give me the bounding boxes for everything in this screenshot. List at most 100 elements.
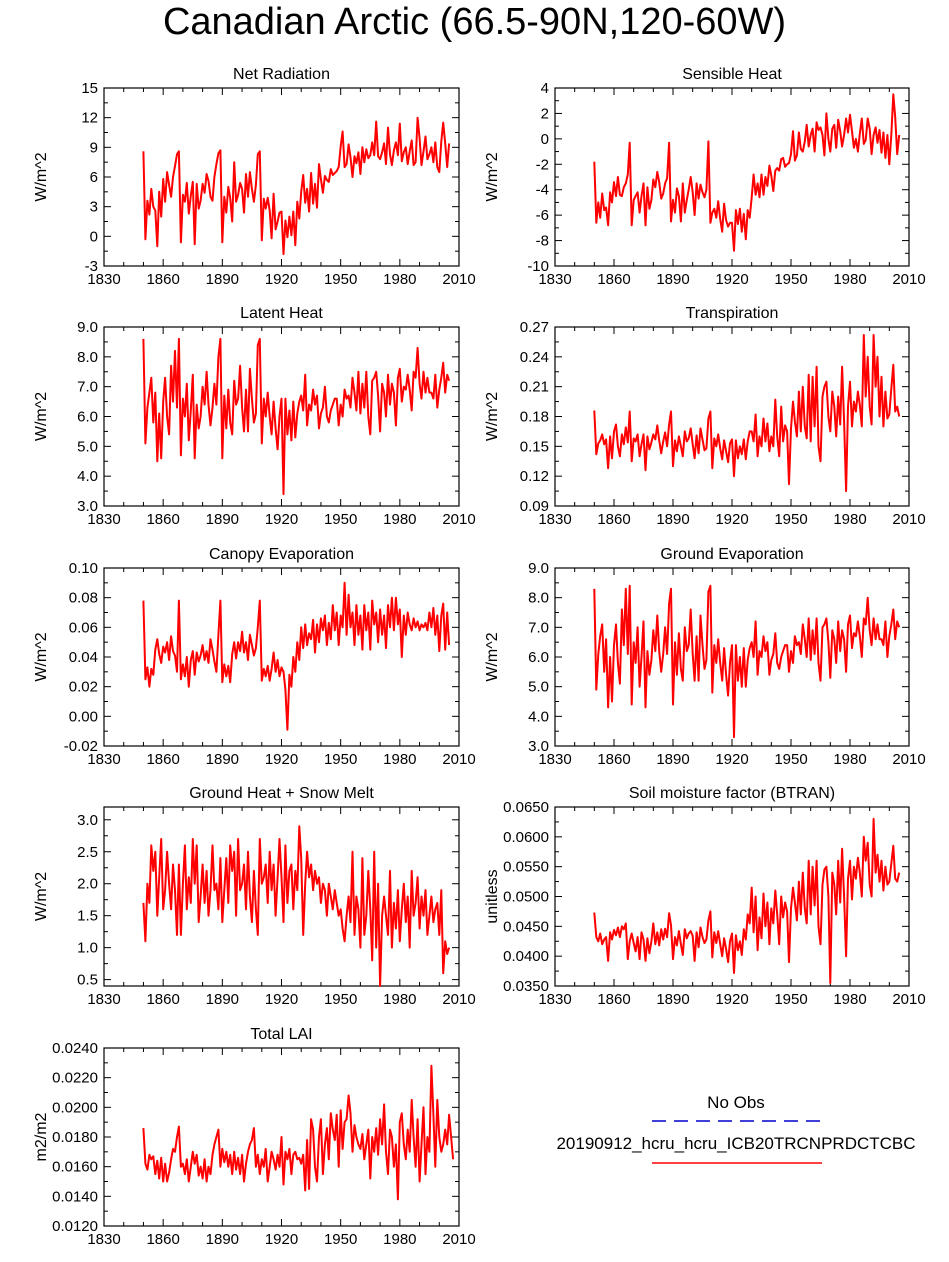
x-tick-label: 1860 bbox=[597, 511, 630, 528]
y-tick-label: 3 bbox=[90, 199, 98, 216]
x-tick-label: 1980 bbox=[383, 751, 416, 768]
x-tick-label: 1980 bbox=[833, 511, 866, 528]
x-tick-label: 1980 bbox=[833, 271, 866, 288]
y-tick-label: 0.0220 bbox=[52, 1070, 98, 1087]
y-tick-label: 0.08 bbox=[69, 590, 98, 607]
y-tick-label: 2.0 bbox=[77, 876, 98, 893]
panel-net-radiation: 1830 1860 1890 1920 1950 1980 2010 -3 0 3 6 9 12 15 Ne… bbox=[33, 66, 476, 288]
series-line bbox=[142, 337, 451, 496]
y-axis-label: W/m^2 bbox=[484, 152, 501, 201]
x-tick-label: 1830 bbox=[87, 1231, 120, 1248]
x-tick-label: 1920 bbox=[715, 271, 748, 288]
legend-obs-label: No Obs bbox=[707, 1093, 765, 1112]
panel-title: Transpiration bbox=[686, 305, 779, 322]
y-tick-label: 0.02 bbox=[69, 679, 98, 696]
x-tick-label: 1830 bbox=[538, 751, 571, 768]
x-tick-label: 1950 bbox=[774, 271, 807, 288]
panel-title: Total LAI bbox=[250, 1026, 312, 1043]
panel-canopy-evaporation: 1830 1860 1890 1920 1950 1980 2010 -0.02 0.00 0.0… bbox=[33, 546, 476, 768]
y-tick-label: 0.0160 bbox=[52, 1159, 98, 1176]
x-tick-label: 1830 bbox=[538, 991, 571, 1008]
y-tick-label: 3.0 bbox=[77, 498, 98, 515]
panel-title: Ground Heat + Snow Melt bbox=[189, 785, 374, 802]
x-tick-label: 1950 bbox=[324, 511, 357, 528]
y-tick-label: 0 bbox=[90, 228, 98, 245]
y-tick-label: -0.02 bbox=[64, 738, 98, 755]
x-tick-label: 1950 bbox=[324, 991, 357, 1008]
y-tick-label: 1.5 bbox=[77, 908, 98, 925]
x-tick-label: 1830 bbox=[87, 751, 120, 768]
y-tick-label: 1.0 bbox=[77, 940, 98, 957]
plot-frame bbox=[554, 87, 910, 267]
x-tick-label: 2010 bbox=[892, 991, 925, 1008]
y-tick-label: 6.0 bbox=[528, 649, 549, 666]
y-tick-label: 9 bbox=[90, 139, 98, 156]
x-tick-label: 1920 bbox=[715, 991, 748, 1008]
y-tick-label: 0.0350 bbox=[503, 978, 549, 995]
y-tick-label: 3.0 bbox=[528, 738, 549, 755]
y-axis-label: W/m^2 bbox=[33, 872, 50, 921]
y-tick-label: -3 bbox=[85, 258, 98, 275]
x-tick-label: 1950 bbox=[774, 991, 807, 1008]
y-tick-label: 12 bbox=[81, 110, 98, 127]
y-tick-label: 0.18 bbox=[520, 409, 549, 426]
y-tick-label: 8.0 bbox=[528, 590, 549, 607]
x-tick-label: 1890 bbox=[656, 991, 689, 1008]
panel-title: Net Radiation bbox=[233, 66, 330, 83]
y-tick-label: 4.0 bbox=[528, 708, 549, 725]
y-tick-label: -10 bbox=[527, 258, 549, 275]
plot-frame bbox=[103, 567, 460, 747]
y-tick-label: 3.0 bbox=[77, 812, 98, 829]
y-tick-label: 0.21 bbox=[520, 379, 549, 396]
panel-transpiration: 1830 1860 1890 1920 1950 1980 2010 0.09 0.12 0.15… bbox=[484, 305, 926, 528]
y-axis-label: W/m^2 bbox=[33, 632, 50, 681]
x-tick-label: 1830 bbox=[538, 511, 571, 528]
x-tick-label: 1980 bbox=[383, 1231, 416, 1248]
panel-ground-evaporation: 1830 1860 1890 1920 1950 1980 2010 3.0 4.0 5.0 6.0… bbox=[484, 546, 926, 768]
x-tick-label: 1920 bbox=[265, 271, 298, 288]
series-line bbox=[593, 817, 901, 984]
x-tick-label: 1890 bbox=[206, 991, 239, 1008]
x-tick-label: 1860 bbox=[146, 1231, 179, 1248]
y-tick-label: 5.0 bbox=[528, 679, 549, 696]
y-tick-label: 0.0650 bbox=[503, 799, 549, 816]
x-tick-label: 1920 bbox=[715, 511, 748, 528]
x-tick-label: 1830 bbox=[87, 991, 120, 1008]
y-tick-label: 7.0 bbox=[528, 619, 549, 636]
y-tick-label: 0.5 bbox=[77, 972, 98, 989]
series-line bbox=[142, 825, 451, 987]
x-tick-label: 1890 bbox=[656, 511, 689, 528]
y-tick-label: 5.0 bbox=[77, 438, 98, 455]
x-tick-label: 1860 bbox=[146, 991, 179, 1008]
x-tick-label: 1860 bbox=[146, 751, 179, 768]
y-axis-label: unitless bbox=[484, 869, 501, 923]
panel-sensible-heat: 1830 1860 1890 1920 1950 1980 2010 -10 -8 -6 -4 -2 0… bbox=[484, 66, 926, 288]
series-line bbox=[142, 1064, 455, 1201]
x-tick-label: 1860 bbox=[597, 991, 630, 1008]
series-line bbox=[593, 584, 901, 739]
x-tick-label: 1980 bbox=[383, 991, 416, 1008]
x-tick-label: 1920 bbox=[265, 991, 298, 1008]
y-tick-label: 0.0240 bbox=[52, 1040, 98, 1057]
legend-model-label: 20190912_hcru_hcru_ICB20TRCNPRDCTCBC bbox=[556, 1134, 915, 1153]
y-tick-label: 6.0 bbox=[77, 409, 98, 426]
x-tick-label: 2010 bbox=[442, 271, 475, 288]
y-tick-label: 0.27 bbox=[520, 319, 549, 336]
y-tick-label: 0.0120 bbox=[52, 1218, 98, 1235]
panel-total-lai: 1830 1860 1890 1920 1950 1980 2010 0.0120 0.0140… bbox=[33, 1026, 476, 1248]
series-line bbox=[593, 93, 901, 252]
x-tick-label: 1920 bbox=[265, 751, 298, 768]
x-tick-label: 2010 bbox=[442, 751, 475, 768]
x-tick-label: 1830 bbox=[87, 271, 120, 288]
x-tick-label: 1890 bbox=[206, 511, 239, 528]
y-tick-label: 0.04 bbox=[69, 649, 98, 666]
series-line bbox=[142, 116, 451, 256]
series-line bbox=[142, 581, 451, 731]
x-tick-label: 2010 bbox=[442, 1231, 475, 1248]
x-tick-label: 1860 bbox=[597, 751, 630, 768]
y-tick-label: -2 bbox=[536, 156, 549, 173]
panel-ground-heat-snow-melt: 1830 1860 1890 1920 1950 1980 2010 0.5 1.0 1.5 2.0… bbox=[33, 785, 476, 1008]
x-tick-label: 1950 bbox=[324, 751, 357, 768]
y-axis-label: W/m^2 bbox=[484, 392, 501, 441]
x-tick-label: 1890 bbox=[656, 751, 689, 768]
